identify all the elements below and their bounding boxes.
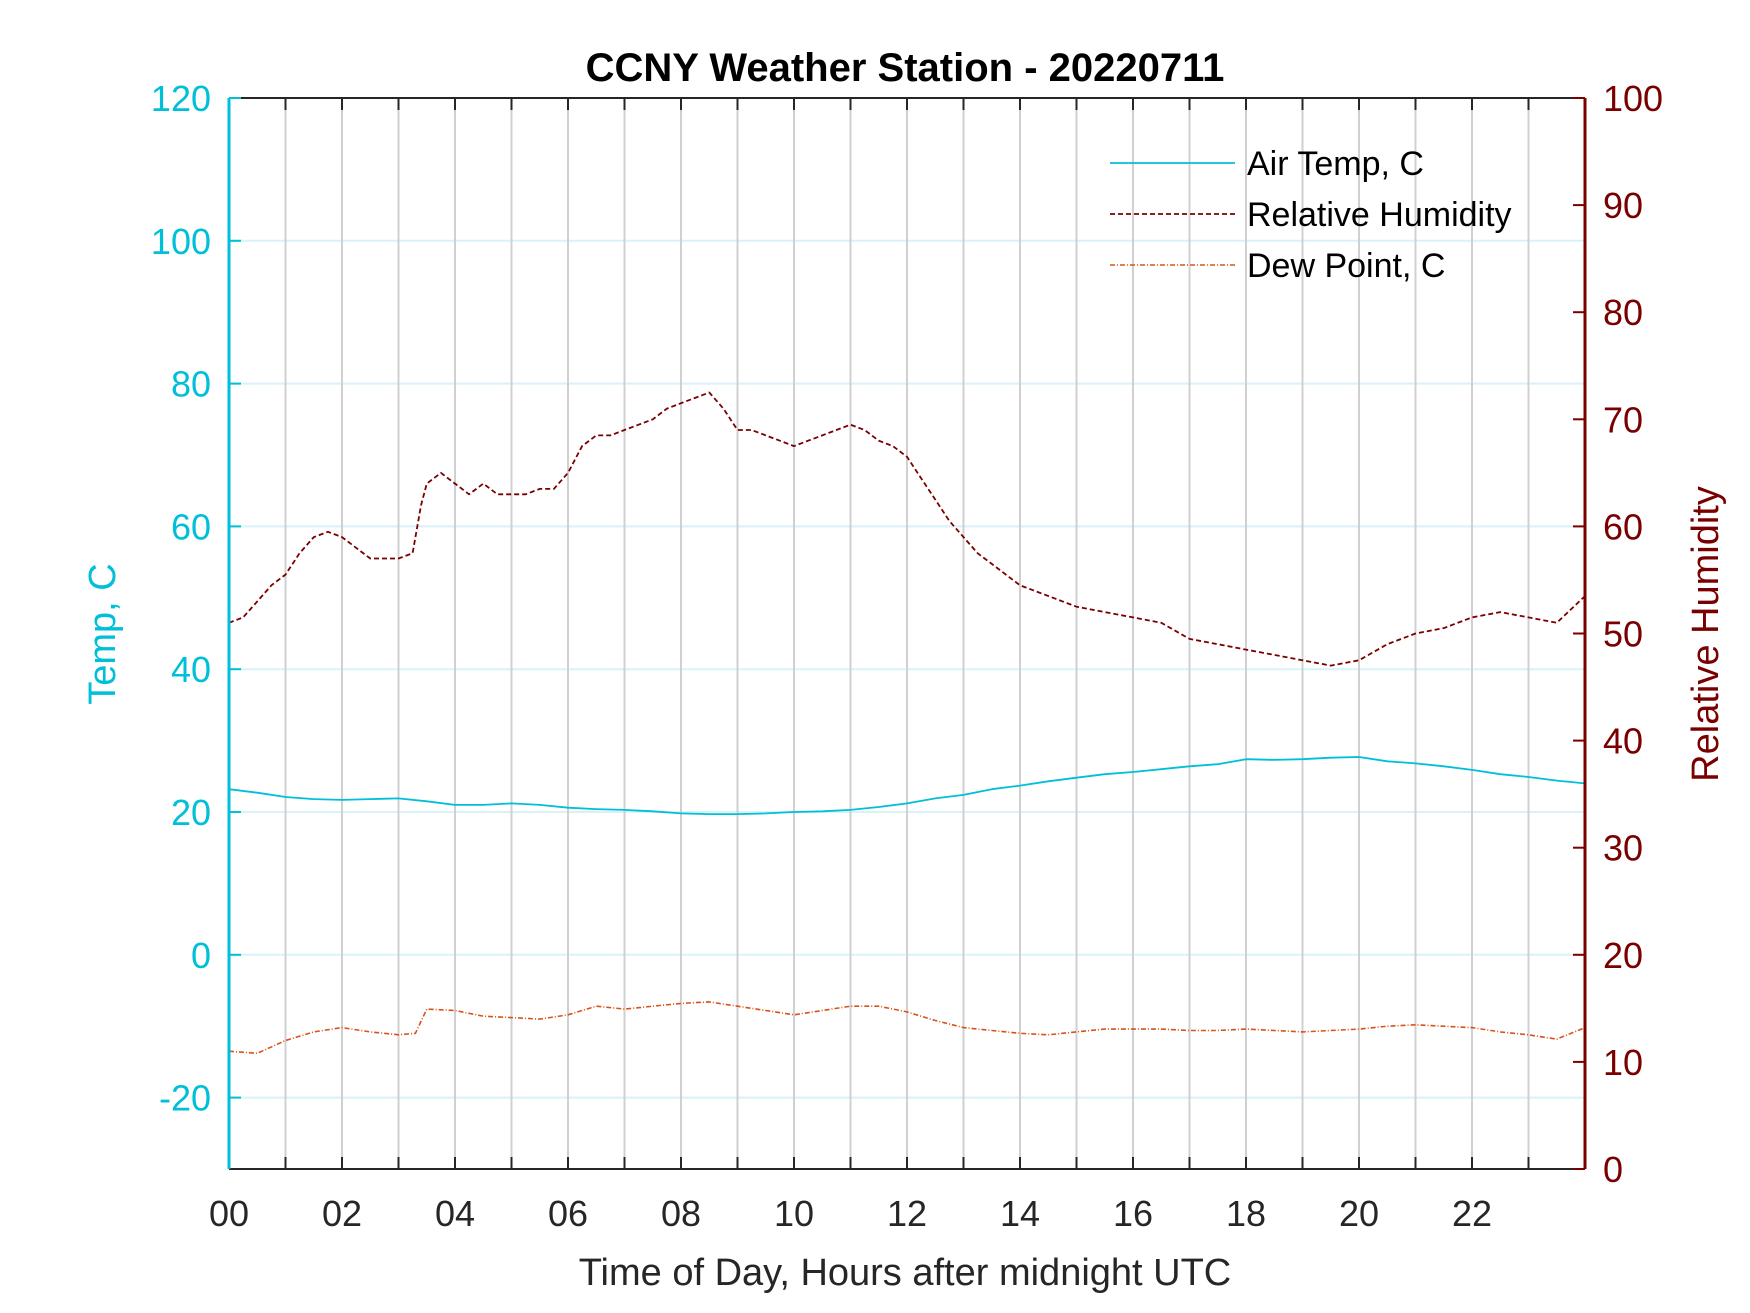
x-tick-label: 14 — [1000, 1193, 1040, 1234]
x-tick-label: 16 — [1113, 1193, 1153, 1234]
legend: Air Temp, C Relative Humidity Dew Point, C — [1110, 145, 1512, 285]
right-tick-label: 70 — [1603, 399, 1643, 440]
left-tick-label: -20 — [159, 1078, 211, 1119]
left-tick-label: 0 — [191, 935, 211, 976]
grid-layer — [229, 97, 1585, 1169]
left-tick-label: 100 — [151, 221, 211, 262]
right-tick-label: 30 — [1603, 828, 1643, 869]
x-tick-label: 22 — [1452, 1193, 1492, 1234]
legend-label-dew-point-c: Dew Point, C — [1247, 247, 1445, 285]
left-tick-label: 60 — [171, 506, 211, 547]
right-tick-label: 90 — [1603, 185, 1643, 226]
right-tick-label: 80 — [1603, 292, 1643, 333]
x-tick-label: 10 — [774, 1193, 814, 1234]
x-tick-label: 06 — [548, 1193, 588, 1234]
right-tick-label: 0 — [1603, 1149, 1623, 1190]
x-tick-label: 04 — [435, 1193, 475, 1234]
x-tick-label: 12 — [887, 1193, 927, 1234]
x-tick-label: 00 — [209, 1193, 249, 1234]
left-tick-label: 120 — [151, 78, 211, 119]
series-line-air-temp-c — [228, 756, 1586, 815]
right-tick-label: 40 — [1603, 721, 1643, 762]
legend-label-relative-humidity: Relative Humidity — [1247, 196, 1512, 234]
right-tick-label: 60 — [1603, 506, 1643, 547]
series-layer — [228, 391, 1586, 1055]
x-tick-label: 18 — [1226, 1193, 1266, 1234]
legend-label-air-temp-c: Air Temp, C — [1247, 145, 1424, 183]
right-tick-label: 20 — [1603, 935, 1643, 976]
series-line-relative-humidity — [228, 391, 1586, 667]
x-tick-label: 02 — [322, 1193, 362, 1234]
left-tick-label: 20 — [171, 792, 211, 833]
right-tick-label: 50 — [1603, 614, 1643, 655]
left-axis-label: Temp, C — [82, 563, 124, 704]
left-tick-label: 40 — [171, 649, 211, 690]
chart-title: CCNY Weather Station - 20220711 — [586, 46, 1225, 90]
right-axis-label: Relative Humidity — [1685, 486, 1727, 782]
ticks-layer: 00 02 04 06 08 10 12 14 16 18 20 22120100806040200-… — [151, 78, 1663, 1234]
x-tick-label: 08 — [661, 1193, 701, 1234]
left-tick-label: 80 — [171, 364, 211, 405]
x-tick-label: 20 — [1339, 1193, 1379, 1234]
x-axis-label: Time of Day, Hours after midnight UTC — [579, 1252, 1232, 1294]
right-tick-label: 10 — [1603, 1042, 1643, 1083]
right-tick-label: 100 — [1603, 78, 1663, 119]
series-line-dew-point-c — [228, 1001, 1586, 1055]
